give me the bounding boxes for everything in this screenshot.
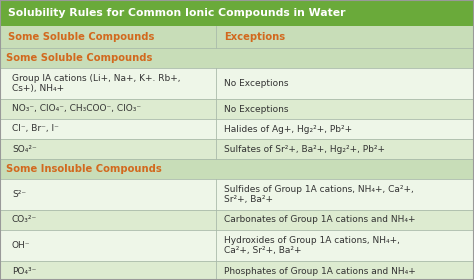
Text: CO₃²⁻: CO₃²⁻ [12, 216, 37, 225]
Text: No Exceptions: No Exceptions [224, 104, 288, 113]
Bar [0, 68, 474, 99]
Bar [0, 99, 474, 119]
Text: Solubility Rules for Common Ionic Compounds in Water: Solubility Rules for Common Ionic Compou… [8, 8, 346, 18]
Text: Sulfates of Sr²+, Ba²+, Hg₂²+, Pb²+: Sulfates of Sr²+, Ba²+, Hg₂²+, Pb²+ [224, 144, 385, 153]
Text: Cl⁻, Br⁻, I⁻: Cl⁻, Br⁻, I⁻ [12, 125, 59, 134]
Text: Some Insoluble Compounds: Some Insoluble Compounds [6, 164, 162, 174]
Bar [0, 261, 474, 280]
Text: Hydroxides of Group 1A cations, NH₄+,
Ca²+, Sr²+, Ba²+: Hydroxides of Group 1A cations, NH₄+, Ca… [224, 236, 400, 255]
Text: Some Soluble Compounds: Some Soluble Compounds [8, 32, 155, 42]
Bar [0, 119, 474, 139]
Bar [0, 179, 474, 210]
Bar [0, 48, 474, 68]
Bar [0, 26, 474, 48]
Text: Group IA cations (Li+, Na+, K+. Rb+,
Cs+), NH₄+: Group IA cations (Li+, Na+, K+. Rb+, Cs+… [12, 74, 181, 93]
Bar [0, 0, 474, 26]
Text: PO₄³⁻: PO₄³⁻ [12, 267, 36, 276]
Text: Carbonates of Group 1A cations and NH₄+: Carbonates of Group 1A cations and NH₄+ [224, 216, 415, 225]
Text: SO₄²⁻: SO₄²⁻ [12, 144, 37, 153]
Text: Halides of Ag+, Hg₂²+, Pb²+: Halides of Ag+, Hg₂²+, Pb²+ [224, 125, 352, 134]
Text: Phosphates of Group 1A cations and NH₄+: Phosphates of Group 1A cations and NH₄+ [224, 267, 415, 276]
Bar [0, 139, 474, 159]
Text: OH⁻: OH⁻ [12, 241, 30, 250]
Text: S²⁻: S²⁻ [12, 190, 26, 199]
Text: Sulfides of Group 1A cations, NH₄+, Ca²+,
Sr²+, Ba²+: Sulfides of Group 1A cations, NH₄+, Ca²+… [224, 185, 413, 204]
Text: Exceptions: Exceptions [224, 32, 285, 42]
Bar [0, 210, 474, 230]
Bar [0, 159, 474, 179]
Text: No Exceptions: No Exceptions [224, 79, 288, 88]
Bar [0, 230, 474, 261]
Text: NO₃⁻, ClO₄⁻, CH₃COO⁻, ClO₃⁻: NO₃⁻, ClO₄⁻, CH₃COO⁻, ClO₃⁻ [12, 104, 141, 113]
Text: Some Soluble Compounds: Some Soluble Compounds [6, 53, 152, 63]
